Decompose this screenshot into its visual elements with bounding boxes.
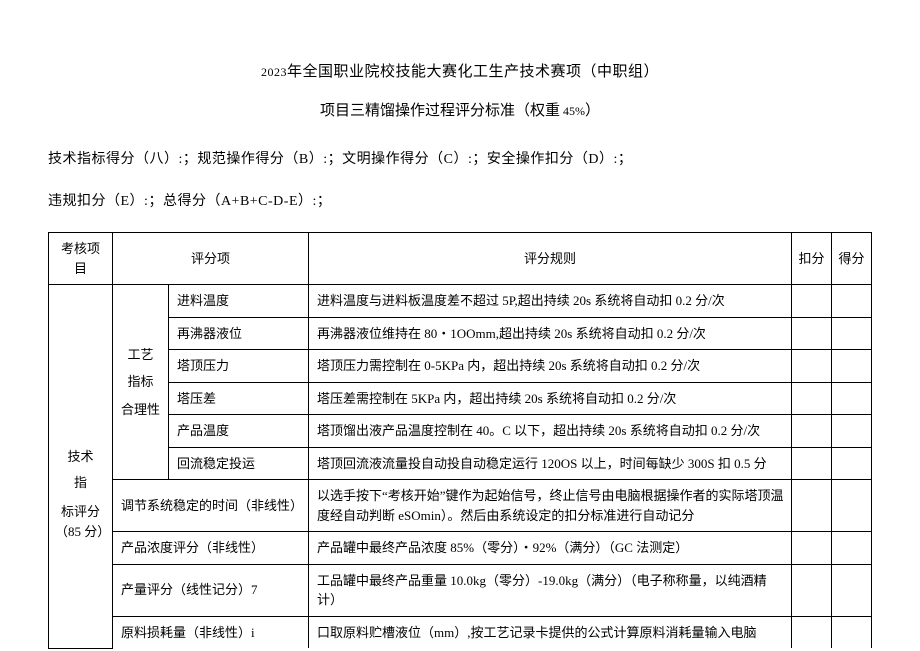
head-proj: 考核项目 — [49, 233, 113, 285]
score-cell — [832, 616, 872, 648]
score-cell — [832, 447, 872, 480]
sub-cell: 进料温度 — [169, 285, 309, 318]
ded-cell — [792, 285, 832, 318]
big-l1: 技术 — [55, 447, 106, 467]
score-cell — [832, 532, 872, 565]
rule-cell: 工品罐中最终产品重量 10.0kg（零分）-19.0kg（满分）（电子称称量，以… — [309, 564, 792, 616]
ded-cell — [792, 350, 832, 383]
rule-cell: 以选手按下“考核开始”键作为起始信号，终止信号由电脑根据操作者的实际塔顶温度经自… — [309, 480, 792, 532]
big-l4: （85 分） — [55, 522, 106, 542]
table-row: 产量评分（线性记分）7 工品罐中最终产品重量 10.0kg（零分）-19.0kg… — [49, 564, 872, 616]
big-project-cell: 技术 指 标评分 （85 分） — [49, 285, 113, 649]
meta-line-2: 违规扣分（E）:；总得分（A+B+C-D-E）:； — [48, 190, 872, 210]
table-row: 再沸器液位 再沸器液位维持在 80・1OOmm,超出持续 20s 系统将自动扣 … — [49, 317, 872, 350]
rule-cell: 塔顶压力需控制在 0-5KPa 内，超出持续 20s 系统将自动扣 0.2 分/… — [309, 350, 792, 383]
ded-cell — [792, 447, 832, 480]
sub-cell: 产品温度 — [169, 415, 309, 448]
head-rule: 评分规则 — [309, 233, 792, 285]
group1-l3: 合理性 — [119, 400, 162, 420]
group1-l2: 指标 — [119, 372, 162, 392]
score-cell — [832, 382, 872, 415]
score-cell — [832, 415, 872, 448]
table-row: 调节系统稳定的时间（非线性） 以选手按下“考核开始”键作为起始信号，终止信号由电… — [49, 480, 872, 532]
meta-line-1: 技术指标得分（八）:；规范操作得分（B）:；文明操作得分（C）:；安全操作扣分（… — [48, 148, 872, 168]
sub-cell: 再沸器液位 — [169, 317, 309, 350]
ded-cell — [792, 616, 832, 648]
ded-cell — [792, 532, 832, 565]
sub-cell: 塔压差 — [169, 382, 309, 415]
group1-cell: 工艺 指标 合理性 — [113, 285, 169, 480]
rule-cell: 进料温度与进料板温度差不超过 5P,超出持续 20s 系统将自动扣 0.2 分/… — [309, 285, 792, 318]
ded-cell — [792, 317, 832, 350]
score-cell — [832, 480, 872, 532]
table-header-row: 考核项目 评分项 评分规则 扣分 得分 — [49, 233, 872, 285]
title-year: 2023 — [261, 65, 287, 79]
score-cell — [832, 564, 872, 616]
sub-cell: 回流稳定投运 — [169, 447, 309, 480]
table-row: 塔压差 塔压差需控制在 5KPa 内，超出持续 20s 系统将自动扣 0.2 分… — [49, 382, 872, 415]
rule-cell: 塔顶馏出液产品温度控制在 40。C 以下，超出持续 20s 系统将自动扣 0.2… — [309, 415, 792, 448]
sub-cell-wide: 产品浓度评分（非线性） — [113, 532, 309, 565]
title-rest: 年全国职业院校技能大赛化工生产技术赛项（中职组） — [287, 64, 659, 80]
table-row: 技术 指 标评分 （85 分） 工艺 指标 合理性 进料温度 进料温度与进料板温… — [49, 285, 872, 318]
table-row: 原料损耗量（非线性）i 口取原料贮槽液位（mm）,按工艺记录卡提供的公式计算原料… — [49, 616, 872, 648]
rule-cell: 塔顶回流液流量投自动投自动稳定运行 120OS 以上，时间每缺少 300S 扣 … — [309, 447, 792, 480]
table-row: 回流稳定投运 塔顶回流液流量投自动投自动稳定运行 120OS 以上，时间每缺少 … — [49, 447, 872, 480]
head-ded: 扣分 — [792, 233, 832, 285]
group1-l1: 工艺 — [119, 345, 162, 365]
score-cell — [832, 285, 872, 318]
table-row: 产品浓度评分（非线性） 产品罐中最终产品浓度 85%（零分）・92%（满分）（G… — [49, 532, 872, 565]
sub-cell-wide: 原料损耗量（非线性）i — [113, 616, 309, 648]
sub-cell: 塔顶压力 — [169, 350, 309, 383]
rule-cell: 再沸器液位维持在 80・1OOmm,超出持续 20s 系统将自动扣 0.2 分/… — [309, 317, 792, 350]
table-row: 产品温度 塔顶馏出液产品温度控制在 40。C 以下，超出持续 20s 系统将自动… — [49, 415, 872, 448]
head-score: 得分 — [832, 233, 872, 285]
ded-cell — [792, 382, 832, 415]
score-cell — [832, 317, 872, 350]
title2-a: 项目三精馏操作过程评分标准（权重 — [320, 103, 560, 119]
table-row: 塔顶压力 塔顶压力需控制在 0-5KPa 内，超出持续 20s 系统将自动扣 0… — [49, 350, 872, 383]
rule-cell: 产品罐中最终产品浓度 85%（零分）・92%（满分）（GC 法测定） — [309, 532, 792, 565]
title2-c: ） — [585, 103, 600, 119]
page-title-2: 项目三精馏操作过程评分标准（权重 45%） — [48, 99, 872, 120]
page-title-1: 2023年全国职业院校技能大赛化工生产技术赛项（中职组） — [48, 60, 872, 81]
score-table: 考核项目 评分项 评分规则 扣分 得分 技术 指 标评分 （85 分） 工艺 指… — [48, 232, 872, 649]
big-l3: 标评分 — [55, 502, 106, 522]
sub-cell-wide: 产量评分（线性记分）7 — [113, 564, 309, 616]
sub-cell-wide: 调节系统稳定的时间（非线性） — [113, 480, 309, 532]
score-cell — [832, 350, 872, 383]
title2-b: 45% — [560, 104, 585, 118]
ded-cell — [792, 480, 832, 532]
ded-cell — [792, 415, 832, 448]
head-item: 评分项 — [113, 233, 309, 285]
ded-cell — [792, 564, 832, 616]
big-l2: 指 — [55, 473, 106, 493]
rule-cell: 塔压差需控制在 5KPa 内，超出持续 20s 系统将自动扣 0.2 分/次 — [309, 382, 792, 415]
rule-cell: 口取原料贮槽液位（mm）,按工艺记录卡提供的公式计算原料消耗量输入电脑 — [309, 616, 792, 648]
